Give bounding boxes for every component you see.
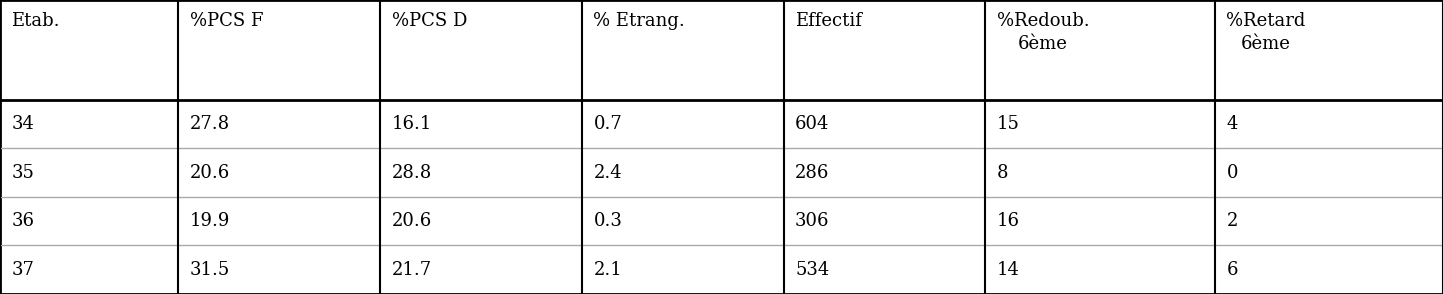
Text: 0: 0: [1227, 164, 1238, 182]
Text: 14: 14: [997, 261, 1020, 279]
Text: 35: 35: [12, 164, 35, 182]
Text: 6: 6: [1227, 261, 1238, 279]
Text: 286: 286: [795, 164, 830, 182]
Text: %Redoub.
6ème: %Redoub. 6ème: [997, 12, 1089, 53]
Text: 31.5: 31.5: [190, 261, 231, 279]
Text: % Etrang.: % Etrang.: [593, 12, 685, 30]
Text: 604: 604: [795, 115, 830, 133]
Text: 20.6: 20.6: [391, 212, 431, 230]
Text: 37: 37: [12, 261, 35, 279]
Text: 16: 16: [997, 212, 1020, 230]
Text: 27.8: 27.8: [190, 115, 229, 133]
Text: 20.6: 20.6: [190, 164, 231, 182]
Text: 2.4: 2.4: [593, 164, 622, 182]
Text: 16.1: 16.1: [391, 115, 431, 133]
Text: 28.8: 28.8: [391, 164, 431, 182]
Text: %PCS F: %PCS F: [190, 12, 264, 30]
Text: %PCS D: %PCS D: [391, 12, 468, 30]
Text: 0.7: 0.7: [593, 115, 622, 133]
Text: 19.9: 19.9: [190, 212, 231, 230]
Text: 2: 2: [1227, 212, 1238, 230]
Text: Effectif: Effectif: [795, 12, 861, 30]
Text: 36: 36: [12, 212, 35, 230]
Text: 15: 15: [997, 115, 1020, 133]
Text: 0.3: 0.3: [593, 212, 622, 230]
Text: 4: 4: [1227, 115, 1238, 133]
Text: 34: 34: [12, 115, 35, 133]
Text: 534: 534: [795, 261, 830, 279]
Text: 21.7: 21.7: [391, 261, 431, 279]
Text: 306: 306: [795, 212, 830, 230]
Text: 8: 8: [997, 164, 1009, 182]
Text: 2.1: 2.1: [593, 261, 622, 279]
Text: %Retard
6ème: %Retard 6ème: [1227, 12, 1306, 53]
Text: Etab.: Etab.: [12, 12, 61, 30]
